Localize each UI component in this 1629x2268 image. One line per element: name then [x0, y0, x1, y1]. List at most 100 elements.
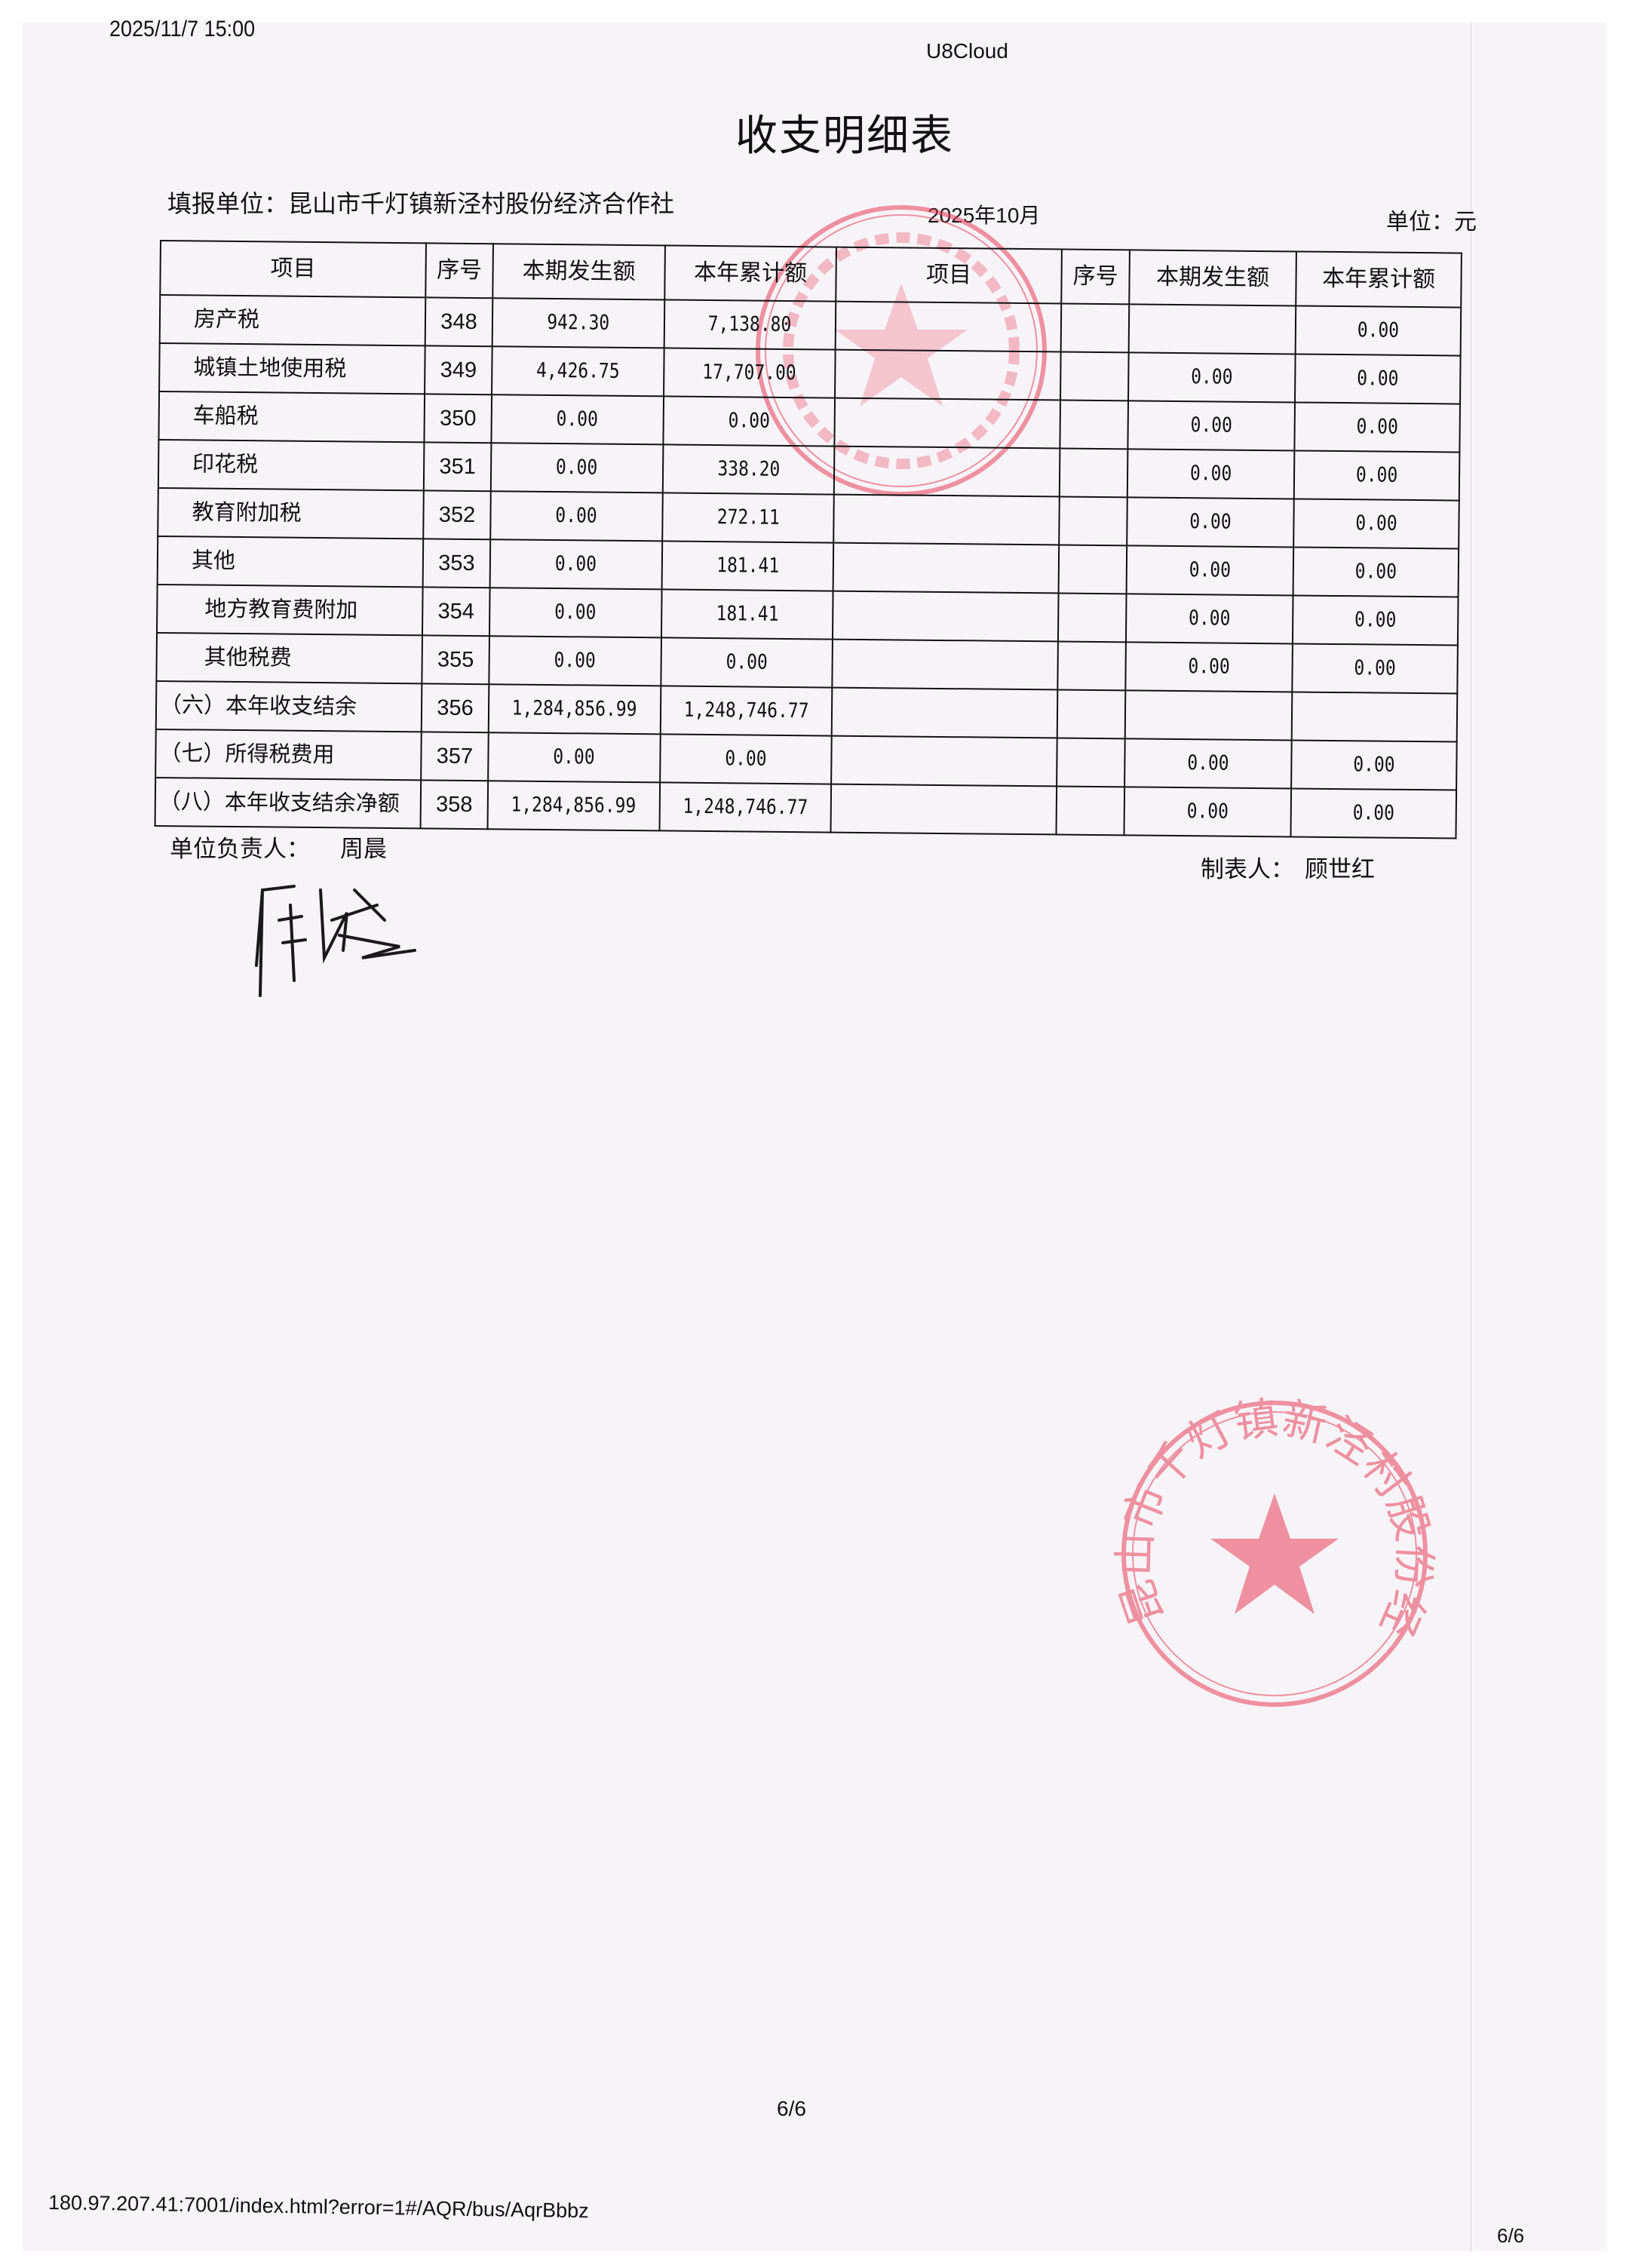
ytd-amount-cell-text: 0.00 [726, 650, 768, 674]
seq-cell-text: 352 [438, 502, 476, 528]
right-item-cell [835, 349, 1061, 401]
item-cell-text: 印花税 [192, 452, 259, 477]
right-ytd-amount-cell: 0.00 [1295, 305, 1462, 356]
right-ytd-amount-cell-text: 0.00 [1352, 801, 1395, 825]
right-current-amount-cell-text: 0.00 [1188, 655, 1230, 679]
item-cell-text: 城镇土地使用税 [193, 355, 347, 382]
current-amount-cell: 0.00 [491, 394, 664, 445]
item-cell: 城镇土地使用税 [159, 343, 425, 394]
current-amount-cell-text: 4,426.75 [535, 358, 620, 383]
seq-cell: 354 [422, 587, 490, 637]
right-current-amount-cell: 0.00 [1127, 449, 1295, 499]
seq-cell: 353 [422, 539, 491, 588]
ytd-amount-cell: 0.00 [663, 396, 836, 447]
column-header: 项目 [160, 241, 426, 298]
right-seq-cell [1057, 593, 1127, 643]
right-ytd-amount-cell-text: 0.00 [1354, 560, 1397, 584]
right-current-amount-cell [1128, 304, 1296, 354]
right-ytd-amount-cell: 0.00 [1293, 450, 1460, 501]
right-ytd-amount-cell: 0.00 [1292, 595, 1459, 646]
right-ytd-amount-cell: 0.00 [1293, 547, 1459, 597]
right-item-cell [832, 639, 1058, 690]
right-ytd-amount-cell: 0.00 [1290, 788, 1457, 839]
item-cell: 其他 [157, 536, 424, 588]
right-current-amount-cell: 0.00 [1124, 738, 1292, 789]
ytd-amount-cell-text: 1,248,746.77 [683, 698, 809, 723]
right-seq-cell [1057, 738, 1125, 787]
right-current-amount-cell: 0.00 [1127, 401, 1296, 451]
right-ytd-amount-cell: 0.00 [1293, 499, 1459, 549]
right-current-amount-cell [1124, 690, 1293, 741]
right-ytd-amount-cell: 0.00 [1294, 402, 1460, 453]
print-timestamp: 2025/11/7 15:00 [109, 17, 256, 41]
item-cell-text: 车船税 [192, 404, 259, 429]
seq-cell: 356 [421, 683, 489, 733]
item-cell: 教育附加税 [158, 487, 424, 539]
right-seq-cell [1060, 400, 1129, 450]
seq-cell: 352 [423, 490, 491, 540]
item-cell: 车船税 [158, 391, 425, 443]
ytd-amount-cell: 1,248,746.77 [659, 782, 832, 833]
seq-cell-text: 354 [437, 599, 475, 625]
ytd-amount-cell: 1,248,746.77 [660, 686, 833, 736]
preparer-label: 制表人： [1201, 856, 1294, 882]
seq-cell-text: 351 [439, 454, 476, 480]
item-cell: 房产税 [159, 295, 426, 346]
right-item-cell [830, 784, 1057, 835]
seq-cell: 358 [420, 780, 489, 830]
page-number: 6/6 [777, 2097, 806, 2120]
right-current-amount-cell-text: 0.00 [1189, 510, 1232, 534]
item-cell: （七）所得税费用 [155, 729, 422, 781]
right-item-cell [832, 591, 1059, 642]
ytd-amount-cell: 0.00 [661, 637, 833, 688]
right-current-amount-cell-text: 0.00 [1191, 365, 1233, 389]
right-ytd-amount-cell-text: 0.00 [1355, 511, 1397, 536]
ytd-amount-cell: 17,707.00 [664, 348, 836, 398]
item-cell: （六）本年收支结余 [155, 680, 422, 732]
item-cell-text: （六）本年收支结余 [159, 693, 357, 720]
current-amount-cell-text: 0.00 [556, 407, 599, 431]
right-current-amount-cell: 0.00 [1127, 497, 1294, 548]
seq-cell-text: 349 [440, 358, 477, 383]
item-cell: 印花税 [158, 439, 425, 491]
right-seq-cell [1058, 545, 1127, 594]
ytd-amount-cell-text: 0.00 [725, 747, 767, 771]
seq-cell-text: 355 [437, 647, 474, 673]
seq-cell-text: 353 [438, 551, 475, 576]
preparer: 制表人： 顾世红 [1201, 856, 1375, 883]
ytd-amount-cell: 338.20 [662, 444, 835, 495]
seq-cell-text: 358 [435, 792, 473, 818]
right-ytd-amount-cell: 0.00 [1295, 354, 1461, 404]
current-amount-cell: 0.00 [488, 732, 661, 783]
right-ytd-amount-cell-text: 0.00 [1357, 367, 1399, 391]
seq-cell-text: 356 [437, 695, 474, 721]
seq-cell: 350 [424, 394, 492, 443]
right-current-amount-cell-text: 0.00 [1186, 799, 1229, 824]
right-current-amount-cell: 0.00 [1128, 352, 1296, 403]
right-ytd-amount-cell-text: 0.00 [1354, 608, 1397, 632]
ytd-amount-cell: 0.00 [660, 734, 832, 784]
right-seq-cell [1060, 351, 1129, 401]
seq-cell-text: 348 [440, 309, 477, 335]
right-ytd-amount-cell-text: 0.00 [1356, 415, 1398, 439]
right-ytd-amount-cell [1291, 692, 1458, 742]
column-header: 本期发生额 [1129, 250, 1296, 306]
current-amount-cell-text: 942.30 [547, 310, 610, 335]
app-name: U8Cloud [926, 39, 1008, 63]
ytd-amount-cell: 272.11 [662, 493, 834, 543]
ytd-amount-cell: 181.41 [661, 589, 833, 640]
currency-unit: 单位：元 [1386, 210, 1477, 235]
current-amount-cell: 0.00 [490, 491, 663, 542]
current-amount-cell-text: 0.00 [554, 649, 597, 673]
right-ytd-amount-cell: 0.00 [1292, 643, 1458, 694]
right-seq-cell [1060, 303, 1130, 353]
right-current-amount-cell-text: 0.00 [1188, 606, 1231, 631]
seq-cell: 349 [425, 345, 492, 395]
right-item-cell [831, 687, 1058, 738]
seq-cell: 355 [422, 635, 489, 685]
unit-head: 单位负责人： 周晨 [170, 836, 387, 863]
item-cell-text: 其他 [191, 548, 236, 573]
item-cell-text: 其他税费 [204, 645, 292, 671]
seq-cell: 357 [421, 732, 489, 781]
right-item-cell [834, 397, 1061, 449]
